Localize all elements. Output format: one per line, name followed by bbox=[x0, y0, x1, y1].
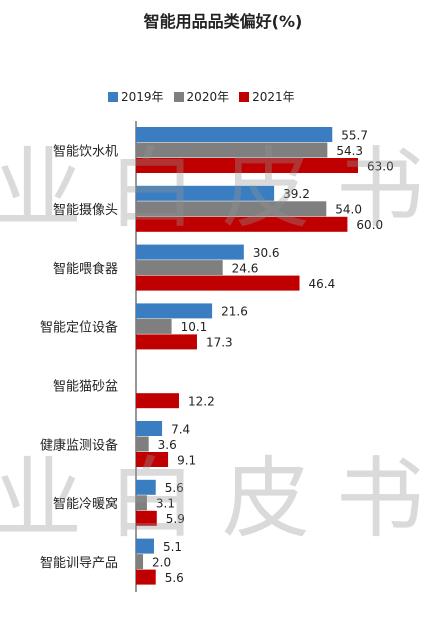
data-label: 2.0 bbox=[152, 555, 171, 569]
data-label: 10.1 bbox=[181, 320, 208, 334]
data-label: 21.6 bbox=[221, 305, 248, 319]
bar bbox=[136, 538, 154, 554]
bar bbox=[136, 421, 163, 436]
bar bbox=[136, 158, 358, 173]
data-label: 54.3 bbox=[336, 144, 363, 158]
data-label: 63.0 bbox=[367, 159, 394, 173]
bar bbox=[136, 244, 244, 260]
data-label: 7.4 bbox=[171, 422, 190, 436]
bar bbox=[136, 436, 149, 452]
category-label: 智能冷暖窝 bbox=[53, 496, 118, 512]
legend-swatch bbox=[108, 91, 118, 102]
category-label: 智能喂食器 bbox=[53, 261, 118, 277]
data-label: 12.2 bbox=[188, 394, 215, 408]
bar bbox=[136, 510, 157, 526]
bar bbox=[136, 275, 300, 291]
data-label: 39.2 bbox=[283, 187, 310, 201]
data-label: 30.6 bbox=[253, 246, 280, 260]
legend-item: 2020年 bbox=[173, 88, 230, 105]
legend: 2019年 2020年 2021年 bbox=[108, 88, 295, 105]
legend-label: 2020年 bbox=[186, 90, 230, 104]
data-label: 9.1 bbox=[177, 453, 196, 467]
data-label: 17.3 bbox=[206, 336, 233, 350]
bar bbox=[136, 127, 333, 142]
data-label: 5.6 bbox=[165, 571, 184, 585]
legend-label: 2019年 bbox=[121, 90, 164, 104]
data-label: 3.1 bbox=[156, 497, 175, 511]
bar bbox=[136, 201, 327, 217]
bar bbox=[136, 260, 223, 276]
bar bbox=[136, 185, 275, 201]
category-label: 健康监测设备 bbox=[40, 437, 118, 453]
bar bbox=[136, 569, 156, 585]
bar bbox=[136, 452, 169, 467]
category-label: 智能摄像头 bbox=[53, 203, 118, 218]
bar bbox=[136, 334, 197, 350]
data-label: 60.0 bbox=[356, 218, 383, 232]
bar bbox=[136, 495, 147, 511]
bar bbox=[136, 303, 213, 319]
data-label: 5.9 bbox=[166, 512, 185, 526]
data-label: 5.1 bbox=[163, 540, 182, 554]
data-label: 55.7 bbox=[341, 128, 368, 142]
category-label: 智能猫砂盆 bbox=[53, 379, 118, 394]
bar bbox=[136, 479, 156, 495]
category-label: 智能训导产品 bbox=[40, 556, 118, 571]
data-label: 46.4 bbox=[309, 277, 336, 291]
legend-item: 2019年 bbox=[108, 88, 164, 105]
legend-item: 2021年 bbox=[239, 88, 295, 105]
legend-label: 2021年 bbox=[252, 90, 295, 104]
bar bbox=[136, 216, 348, 232]
bar bbox=[136, 318, 172, 334]
legend-swatch bbox=[239, 91, 250, 102]
data-label: 3.6 bbox=[158, 438, 177, 452]
bar bbox=[136, 393, 179, 409]
bar bbox=[136, 554, 144, 570]
legend-swatch bbox=[173, 91, 184, 102]
data-label: 54.0 bbox=[335, 203, 362, 217]
chart-title: 智能用品品类偏好(%) bbox=[143, 12, 303, 31]
category-label: 智能定位设备 bbox=[40, 320, 118, 336]
data-label: 5.6 bbox=[165, 481, 184, 495]
category-label: 智能饮水机 bbox=[53, 144, 118, 159]
data-label: 24.6 bbox=[232, 261, 259, 275]
bar bbox=[136, 142, 328, 158]
